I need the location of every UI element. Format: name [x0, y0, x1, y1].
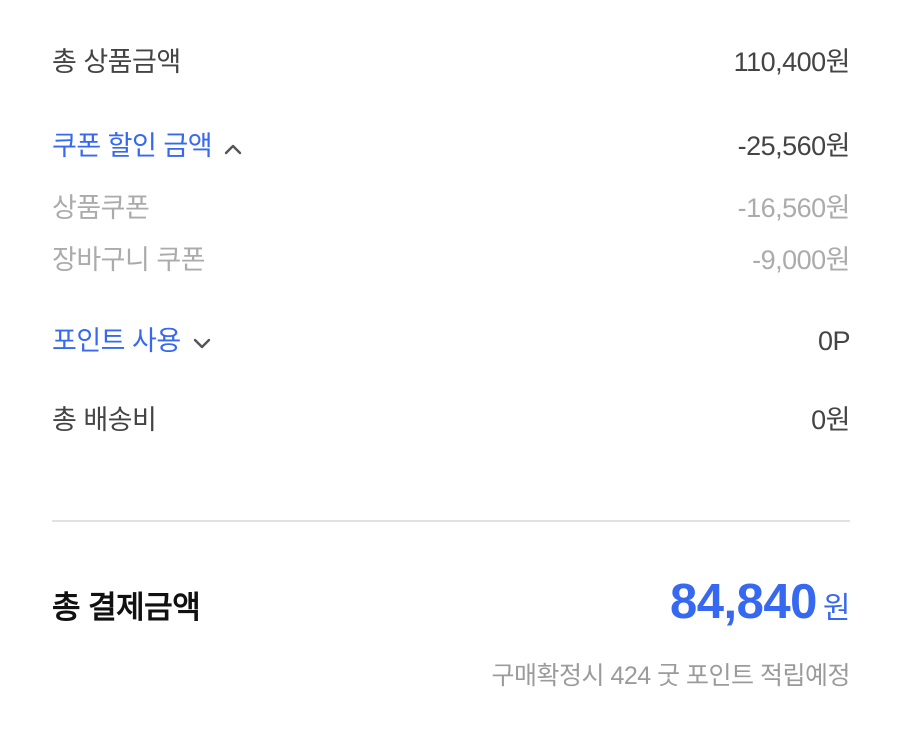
product-coupon-row: 상품쿠폰 -16,560원: [52, 192, 851, 224]
product-coupon-value: -16,560원: [737, 193, 851, 223]
grand-total-value: 84,840 원: [670, 574, 850, 630]
shipping-fee-label: 총 배송비: [52, 405, 157, 435]
chevron-down-icon: [192, 326, 212, 358]
shipping-fee-value: 0원: [811, 405, 850, 435]
order-summary-panel: 총 상품금액 110,400원 쿠폰 할인 금액 -25,560원 상품쿠폰 -…: [52, 46, 851, 690]
total-product-value: 110,400원: [733, 47, 851, 77]
points-row: 포인트 사용 0P: [52, 323, 851, 358]
cart-coupon-row: 장바구니 쿠폰 -9,000원: [52, 244, 850, 276]
points-label: 포인트 사용: [52, 325, 181, 356]
cart-coupon-label: 장바구니 쿠폰: [52, 245, 206, 275]
points-value: 0P: [817, 325, 851, 356]
shipping-fee-row: 총 배송비 0원: [52, 404, 850, 436]
cart-coupon-value: -9,000원: [752, 245, 850, 275]
points-toggle[interactable]: 포인트 사용: [52, 323, 212, 358]
coupon-discount-row: 쿠폰 할인 금액 -25,560원: [52, 128, 851, 163]
section-divider: [52, 520, 850, 522]
grand-total-label: 총 결제금액: [52, 590, 201, 625]
total-product-label: 총 상품금액: [52, 47, 181, 77]
grand-total-row: 총 결제금액 84,840 원: [52, 574, 851, 630]
grand-total-amount: 84,840: [670, 575, 817, 629]
coupon-discount-label: 쿠폰 할인 금액: [52, 130, 213, 161]
total-product-row: 총 상품금액 110,400원: [52, 46, 851, 78]
coupon-discount-value: -25,560원: [737, 130, 851, 161]
coupon-discount-toggle[interactable]: 쿠폰 할인 금액: [52, 128, 243, 163]
chevron-up-icon: [223, 131, 243, 163]
grand-total-currency: 원: [822, 592, 851, 625]
product-coupon-label: 상품쿠폰: [52, 193, 150, 223]
reward-points-note: 구매확정시 424 굿 포인트 적립예정: [491, 662, 851, 690]
